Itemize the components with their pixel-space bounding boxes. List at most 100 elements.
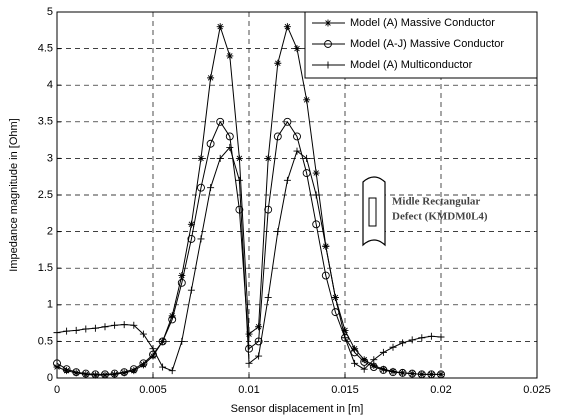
- marker: [351, 359, 359, 367]
- marker: [427, 370, 436, 379]
- marker: [91, 370, 100, 379]
- marker: [398, 368, 407, 377]
- marker: [139, 361, 147, 369]
- marker: [187, 234, 196, 243]
- marker: [111, 321, 119, 329]
- annotation: Midle Rectangular: [392, 196, 480, 208]
- marker: [178, 272, 186, 280]
- marker: [187, 220, 195, 228]
- marker: [226, 143, 234, 151]
- marker: [216, 23, 224, 31]
- marker: [197, 183, 205, 192]
- marker: [120, 321, 128, 329]
- marker: [72, 368, 81, 377]
- marker: [418, 334, 426, 342]
- marker: [312, 169, 320, 177]
- marker: [273, 132, 282, 141]
- marker: [379, 365, 388, 374]
- marker: [91, 371, 99, 379]
- y-axis-label: Impedance magnitude in [Ohm]: [8, 118, 20, 271]
- marker: [255, 323, 263, 331]
- marker: [101, 371, 109, 379]
- marker: [245, 344, 253, 353]
- marker: [437, 370, 445, 379]
- marker: [207, 184, 215, 192]
- marker: [178, 337, 186, 345]
- marker: [207, 74, 215, 82]
- marker: [81, 369, 90, 378]
- marker: [360, 357, 369, 366]
- legend-label: Model (A) Massive Conductor: [350, 17, 495, 29]
- marker: [101, 370, 109, 379]
- marker: [91, 324, 99, 332]
- marker: [159, 363, 167, 371]
- marker: [350, 348, 359, 357]
- marker: [255, 352, 263, 360]
- marker: [245, 359, 253, 367]
- marker: [72, 326, 80, 334]
- y-tick-label: 4.5: [38, 43, 53, 55]
- marker: [235, 176, 243, 184]
- marker: [360, 356, 368, 364]
- marker: [293, 132, 301, 141]
- marker: [312, 220, 321, 229]
- marker: [264, 205, 273, 214]
- defect-icon: [362, 176, 386, 247]
- x-tick-label: 0.005: [139, 384, 167, 396]
- marker: [168, 367, 176, 375]
- marker: [82, 370, 90, 378]
- marker: [293, 45, 301, 53]
- marker: [303, 96, 311, 104]
- marker: [264, 154, 272, 162]
- marker: [216, 117, 225, 126]
- marker: [437, 333, 445, 341]
- marker: [360, 365, 368, 373]
- marker: [225, 132, 234, 141]
- marker: [321, 271, 330, 280]
- legend-label: Model (A) Multiconductor: [350, 59, 473, 71]
- marker: [177, 278, 186, 287]
- marker: [129, 365, 138, 374]
- y-tick-label: 1.5: [38, 262, 53, 274]
- marker: [264, 293, 272, 301]
- y-tick-label: 0.5: [38, 335, 53, 347]
- marker: [399, 339, 407, 347]
- legend-marker: [324, 40, 332, 48]
- marker: [283, 176, 291, 184]
- marker: [408, 369, 417, 378]
- marker: [120, 369, 128, 377]
- marker: [111, 370, 119, 378]
- marker: [389, 367, 397, 375]
- marker: [158, 337, 167, 346]
- marker: [53, 359, 61, 368]
- y-tick-label: 3.5: [38, 116, 53, 128]
- marker: [408, 336, 416, 344]
- marker: [120, 368, 129, 377]
- marker: [63, 367, 71, 375]
- marker: [312, 191, 320, 199]
- marker: [274, 228, 282, 236]
- marker: [101, 323, 109, 331]
- marker: [206, 139, 215, 148]
- marker: [389, 343, 397, 351]
- y-tick-label: 0: [47, 372, 53, 384]
- annotation: Defect (KMDM0L4): [392, 211, 488, 223]
- marker: [235, 205, 244, 214]
- marker: [197, 235, 205, 243]
- y-tick-label: 4: [47, 79, 53, 91]
- marker: [110, 369, 119, 378]
- marker: [62, 365, 71, 374]
- marker: [283, 23, 291, 31]
- marker: [331, 293, 339, 301]
- marker: [82, 325, 90, 333]
- x-tick-label: 0: [54, 384, 60, 396]
- marker: [254, 337, 263, 346]
- marker: [293, 147, 301, 155]
- marker: [197, 154, 205, 162]
- marker: [139, 330, 147, 338]
- y-tick-label: 3: [47, 152, 53, 164]
- marker: [139, 359, 148, 368]
- x-tick-label: 0.01: [238, 384, 259, 396]
- marker: [322, 242, 330, 250]
